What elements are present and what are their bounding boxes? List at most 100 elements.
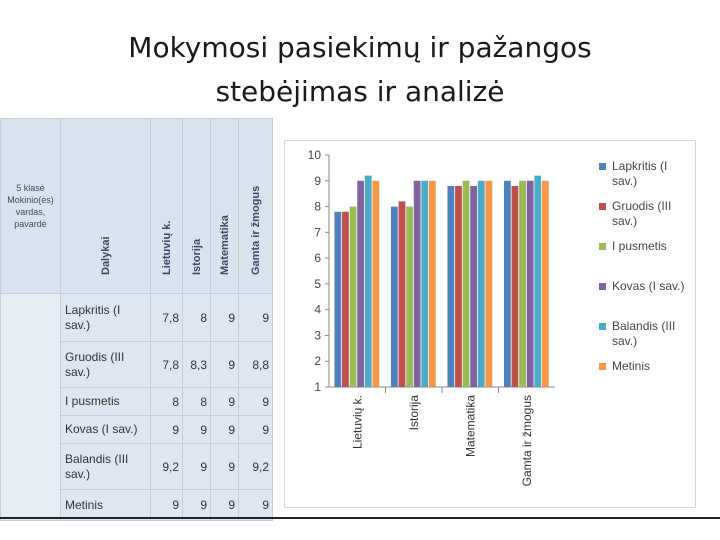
table-row: I pusmetis 8 8 9 9 — [1, 387, 273, 416]
y-tick-label: 8 — [314, 200, 321, 214]
table-row: Lapkritis (I sav.) 7,8 8 9 9 — [0, 293, 273, 521]
table-cell: 9 — [210, 443, 239, 490]
table-cell: 9 — [210, 341, 239, 388]
table-cell: 9 — [182, 489, 211, 521]
grades-table: 5 klasė Mokinio(ės) vardas, pavardė Daly… — [0, 118, 273, 521]
table-cell: 8 — [150, 387, 183, 416]
table-cell: 9 — [182, 415, 211, 444]
corner-line: pavardė — [14, 219, 47, 229]
legend-item: Kovas (I sav.) — [599, 279, 695, 319]
bar — [470, 185, 478, 387]
column-header: Lietuvių k. — [150, 118, 183, 294]
table-cell: 9 — [210, 415, 239, 444]
bar — [526, 180, 534, 387]
y-tick-label: 7 — [314, 225, 321, 239]
bar — [334, 211, 342, 387]
row-label: Metinis — [60, 489, 151, 521]
legend-item: I pusmetis — [599, 239, 695, 279]
x-tick-label: Istorija — [407, 395, 421, 431]
table-cell: 7,8 — [150, 293, 183, 342]
bar — [357, 180, 365, 387]
x-tick-label: Gamta ir žmogus — [520, 395, 534, 486]
row-label: I pusmetis — [60, 387, 151, 416]
subjects-header: Dalykai — [60, 118, 151, 294]
table-cell: 8,3 — [182, 341, 211, 388]
table-row: Metinis 9 9 9 9 — [1, 489, 273, 521]
bar — [462, 180, 470, 387]
y-tick-label: 10 — [308, 148, 322, 162]
table-cell: 9 — [238, 387, 273, 416]
bar — [349, 206, 357, 387]
corner-label: 5 klasė Mokinio(ės) vardas, pavardė — [0, 118, 61, 294]
bar — [485, 180, 493, 387]
x-tick-label: Matematika — [463, 395, 477, 457]
row-label: Kovas (I sav.) — [60, 415, 151, 444]
y-tick-label: 1 — [314, 380, 321, 394]
bar — [372, 180, 380, 387]
row-label: Gruodis (III sav.) — [60, 341, 151, 388]
y-tick-label: 9 — [314, 174, 321, 188]
screenshot-area: 5 klasė Mokinio(ės) vardas, pavardė Daly… — [0, 118, 720, 521]
bar — [511, 185, 519, 387]
student-cell — [0, 293, 61, 521]
bar — [447, 185, 455, 387]
table-cell: 9 — [238, 489, 273, 521]
column-header-label: Matematika — [218, 215, 231, 275]
corner-line: vardas, — [15, 207, 46, 217]
table-cell: 9 — [150, 415, 183, 444]
legend-swatch — [599, 363, 606, 370]
table-cell: 7,8 — [150, 341, 183, 388]
bar — [342, 211, 349, 387]
y-tick-label: 3 — [314, 328, 321, 342]
legend-swatch — [599, 283, 606, 290]
bottom-divider — [0, 517, 720, 519]
bar — [390, 206, 398, 387]
legend-swatch — [599, 243, 606, 250]
table-cell: 9 — [210, 293, 239, 342]
y-tick-label: 6 — [314, 251, 321, 265]
legend-label: Lapkritis (I sav.) — [612, 159, 668, 188]
corner-line: Mokinio(ės) — [7, 195, 54, 205]
table-cell: 8 — [182, 293, 211, 342]
table-row: Gruodis (III sav.) 7,8 8,3 9 8,8 — [1, 341, 273, 388]
corner-line: 5 klasė — [16, 183, 45, 193]
legend-item: Balandis (III sav.) — [599, 319, 695, 359]
table-cell: 9 — [238, 293, 273, 342]
title-line-2: stebėjimas ir analizė — [215, 75, 505, 108]
legend-label: Balandis (III sav.) — [612, 319, 676, 348]
column-header-label: Istorija — [190, 238, 203, 275]
chart-canvas: 1 2 3 4 5 6 7 8 9 10 Lietuvių k. Istorija Matematika… — [308, 148, 555, 486]
legend-item: Metinis — [599, 359, 695, 399]
y-tick-label: 5 — [314, 277, 321, 291]
bar — [503, 180, 511, 387]
bar — [519, 180, 526, 387]
column-header: Gamta ir žmogus — [238, 118, 273, 294]
legend-label: Gruodis (III sav.) — [612, 199, 672, 228]
table-row: Kovas (I sav.) 9 9 9 9 — [1, 415, 273, 444]
table-cell: 9,2 — [150, 443, 183, 490]
legend-label: Kovas (I sav.) — [612, 279, 685, 293]
row-label: Balandis (III sav.) — [60, 443, 151, 490]
bar — [406, 206, 413, 387]
legend-item: Lapkritis (I sav.) — [599, 159, 695, 199]
legend-swatch — [599, 203, 606, 210]
bar — [541, 180, 549, 387]
legend-item: Gruodis (III sav.) — [599, 199, 695, 239]
legend-swatch — [599, 163, 606, 170]
bar — [421, 180, 429, 387]
column-header-label: Lietuvių k. — [160, 220, 173, 275]
subjects-header-label: Dalykai — [99, 236, 112, 275]
table-cell: 9 — [150, 489, 183, 521]
column-header: Istorija — [182, 118, 211, 294]
title-line-1: Mokymosi pasiekimų ir pažangos — [128, 31, 592, 64]
slide-title: Mokymosi pasiekimų ir pažangos stebėjima… — [0, 26, 720, 114]
bar — [398, 201, 406, 387]
y-tick-label: 4 — [314, 303, 321, 317]
y-tick-label: 2 — [314, 354, 321, 368]
legend-swatch — [599, 323, 606, 330]
bar — [364, 175, 372, 387]
table-cell: 9 — [238, 415, 273, 444]
x-tick-label: Lietuvių k. — [350, 395, 364, 449]
table-cell: 8 — [182, 387, 211, 416]
table-header-row: 5 klasė Mokinio(ės) vardas, pavardė Daly… — [0, 118, 273, 294]
